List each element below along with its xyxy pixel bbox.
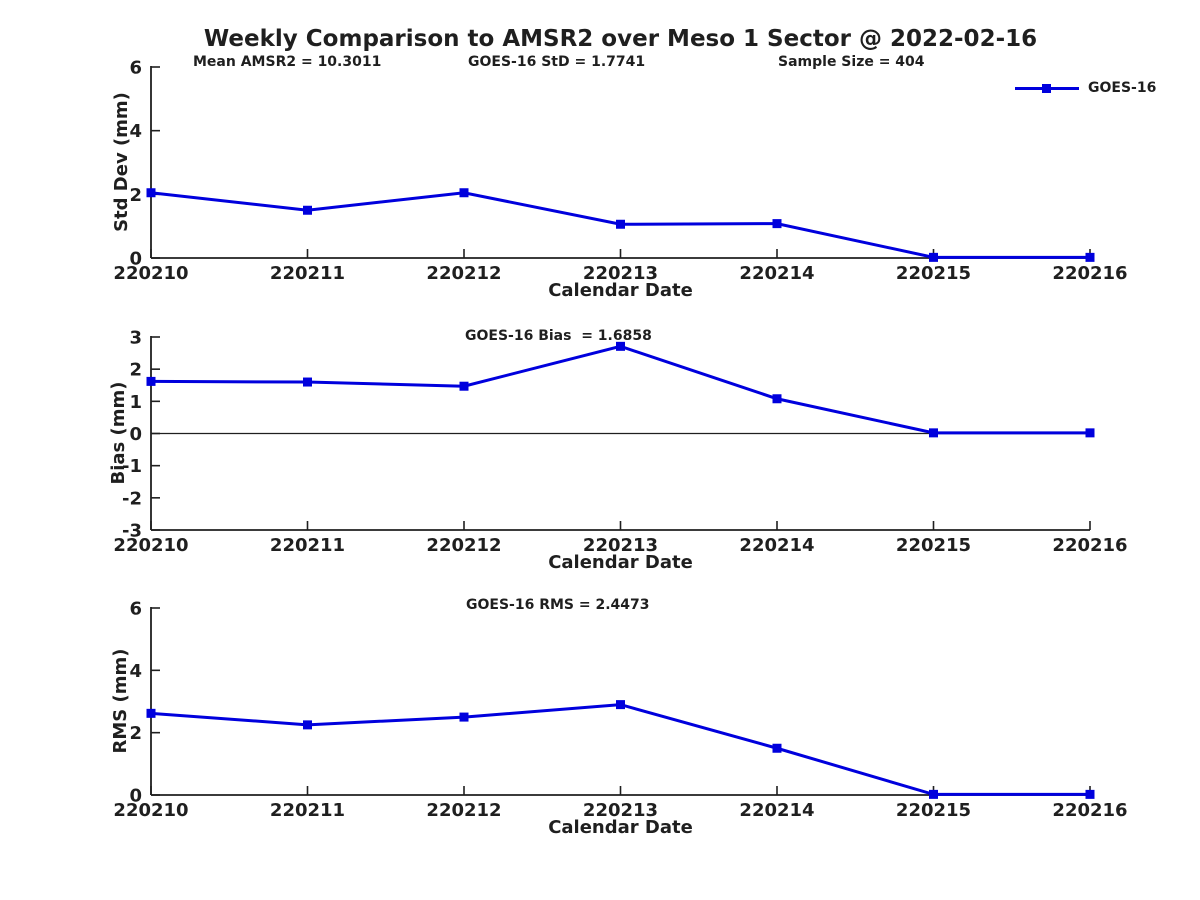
y-tick-label: 6: [129, 58, 142, 79]
x-tick-label: 220210: [113, 263, 188, 284]
y-tick-label: -1: [122, 456, 142, 477]
x-axis-label-3: Calendar Date: [548, 817, 693, 838]
data-point-marker: [459, 712, 469, 722]
y-tick-label: 1: [129, 392, 142, 413]
data-point-marker: [772, 743, 782, 753]
x-axis-label-1: Calendar Date: [548, 280, 693, 301]
data-point-marker: [929, 789, 938, 799]
y-tick-label: -3: [122, 521, 142, 542]
data-point-marker: [772, 394, 782, 404]
x-tick-label: 220215: [896, 800, 971, 821]
y-tick-label: 0: [129, 424, 142, 445]
x-tick-label: 220214: [739, 800, 814, 821]
x-tick-label: 220210: [113, 535, 188, 556]
x-axis-label-2: Calendar Date: [548, 552, 693, 573]
data-line-rms: [150, 703, 1090, 796]
y-tick-label: 0: [129, 249, 142, 270]
y-tick-label: 6: [129, 599, 142, 620]
x-tick-label: 220213: [583, 535, 658, 556]
x-tick-label: 220214: [739, 263, 814, 284]
x-tick-label: 220216: [1052, 535, 1127, 556]
y-axis-label-bias: Bias (mm): [108, 381, 129, 485]
x-tick-label: 220211: [270, 800, 345, 821]
data-point-marker: [772, 219, 782, 229]
subplot-title-rms: GOES-16 RMS = 2.4473: [466, 597, 650, 613]
data-point-marker: [459, 188, 469, 198]
data-point-marker: [616, 219, 625, 229]
figure-title: Weekly Comparison to AMSR2 over Meso 1 S…: [203, 26, 1038, 52]
data-point-marker: [146, 376, 156, 386]
x-tick-label: 220214: [739, 535, 814, 556]
x-tick-label: 220213: [583, 263, 658, 284]
subplot-title-bias: GOES-16 Bias = 1.6858: [465, 328, 652, 344]
annotation-sample-size: Sample Size = 404: [778, 54, 925, 70]
subplot-std-dev: 0 2 4 6 220210 220211 220212 220213 220214 220215…: [113, 58, 1127, 285]
y-tick-label: 0: [129, 786, 142, 807]
data-point-marker: [1085, 252, 1095, 262]
data-point-marker: [616, 341, 625, 351]
y-tick-label: 4: [129, 661, 142, 682]
data-point-marker: [303, 205, 312, 215]
x-tick-label: 220216: [1052, 800, 1127, 821]
y-axis-label-std-dev: Std Dev (mm): [111, 92, 132, 232]
data-point-marker: [459, 381, 469, 391]
x-tick-label: 220211: [270, 535, 345, 556]
data-line-bias: [150, 344, 1090, 435]
data-point-marker: [929, 252, 938, 262]
data-point-marker: [1085, 428, 1095, 438]
y-tick-label: 2: [129, 723, 142, 744]
subplot-rms: 0 2 4 6 220210 220211 220212 220213 220214 220215…: [113, 599, 1127, 822]
annotation-mean-amsr2: Mean AMSR2 = 10.3011: [193, 54, 382, 70]
data-point-marker: [929, 428, 938, 438]
data-point-marker: [1085, 789, 1095, 799]
y-tick-label: 3: [129, 328, 142, 349]
y-tick-label: 2: [129, 360, 142, 381]
data-point-marker: [146, 708, 156, 718]
legend: GOES-16: [1015, 81, 1156, 96]
x-tick-label: 220211: [270, 263, 345, 284]
data-point-marker: [303, 720, 312, 730]
y-tick-label: -2: [122, 488, 142, 509]
annotation-goes16-std: GOES-16 StD = 1.7741: [468, 54, 646, 70]
data-point-marker: [616, 700, 625, 710]
legend-line-marker-icon: [1015, 84, 1079, 93]
y-tick-label: 4: [129, 121, 142, 142]
x-tick-label: 220210: [113, 800, 188, 821]
x-tick-label: 220212: [426, 263, 501, 284]
x-tick-label: 220212: [426, 535, 501, 556]
x-tick-label: 220216: [1052, 263, 1127, 284]
data-point-marker: [303, 377, 312, 387]
x-tick-label: 220215: [896, 263, 971, 284]
x-tick-label: 220212: [426, 800, 501, 821]
y-tick-label: 2: [129, 185, 142, 206]
legend-label: GOES-16: [1088, 80, 1157, 96]
y-axis-label-rms: RMS (mm): [110, 648, 131, 754]
data-point-marker: [146, 188, 156, 198]
x-tick-label: 220213: [583, 800, 658, 821]
subplot-bias: -3 -2 -1 0 1 2 3 220210 220211 220212 220213 220214…: [113, 328, 1127, 557]
x-tick-label: 220215: [896, 535, 971, 556]
